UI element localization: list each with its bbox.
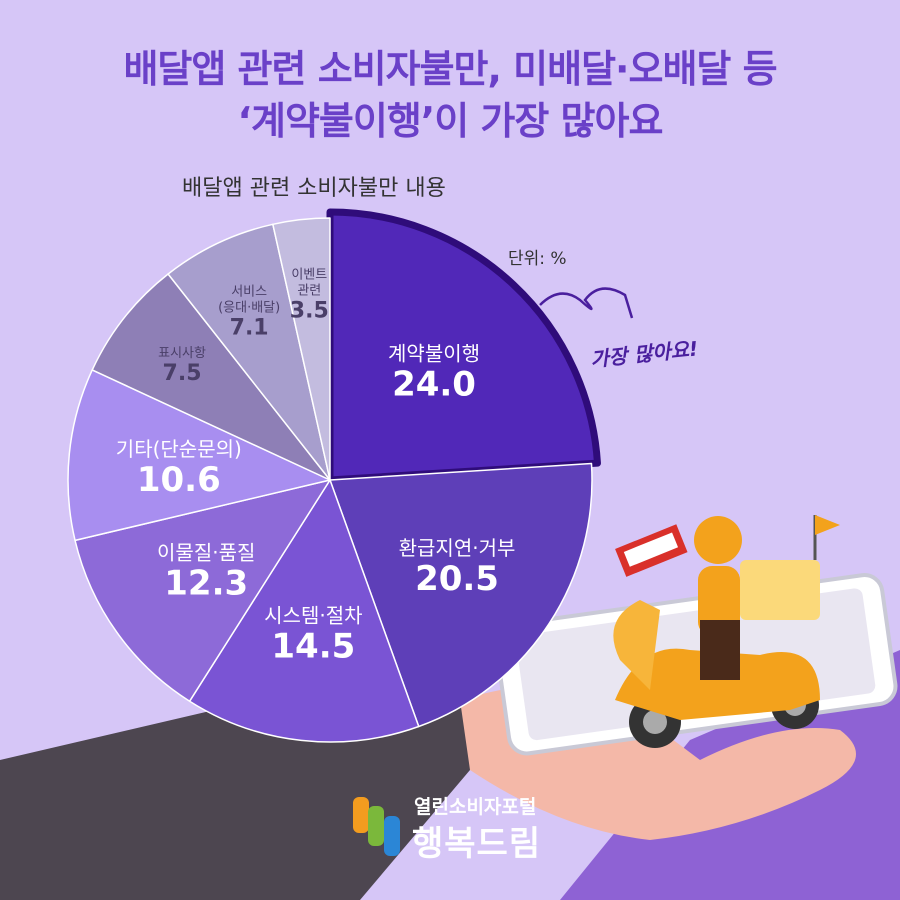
slice-label-7-line-0: 이벤트 [291,267,327,282]
chart-title: 배달앱 관련 소비자불만 내용 [182,176,446,201]
slice-value-1: 20.5 [415,559,499,599]
pie-slice-5 [91,273,331,481]
slice-label-0: 계약불이행 [388,342,480,366]
slice-label-6-line-0: 서비스 [231,285,267,300]
slice-value-7: 3.5 [290,298,329,323]
slice-label-3: 이물질·품질 [157,541,255,565]
slice-value-0: 24.0 [392,365,476,405]
pie-slice-6 [167,223,331,481]
pie-slice-7 [272,217,331,481]
slice-value-5: 7.5 [163,361,202,386]
pie-slice-3 [74,479,331,702]
brand-subtitle: 열린소비자포털 [414,796,537,818]
logo-mark [353,797,400,856]
slice-label-1: 환급지연·거부 [399,536,516,560]
slice-label-4: 기타(단순문의) [116,437,242,461]
page-title-line-1: 배달앱 관련 소비자불만, 미배달·오배달 등 [123,47,777,91]
pie-slices [67,208,601,743]
slice-label-2: 시스템·절차 [264,604,362,628]
pie-slice-0 [326,208,601,484]
brand-name: 행복드림 [412,824,542,864]
pie-slice-4 [67,369,331,542]
pie-slice-2 [188,479,420,743]
slice-value-6: 7.1 [230,316,269,341]
sleeve-shape [0,690,470,900]
slice-value-2: 14.5 [271,627,355,667]
slice-label-5: 표시사항 [158,346,206,361]
page-title-line-2: ‘계약불이행’이 가장 많아요 [237,99,664,143]
arrow-icon [539,287,634,319]
slice-label-7-line-1: 관련 [297,283,321,298]
slice-value-4: 10.6 [137,460,221,500]
slice-label-6-line-1: (응대·배달) [218,301,280,316]
unit-label: 단위: % [508,249,567,269]
delivery-rider-icon [615,516,742,680]
scooter-icon [613,515,840,748]
slice-value-3: 12.3 [164,564,248,604]
